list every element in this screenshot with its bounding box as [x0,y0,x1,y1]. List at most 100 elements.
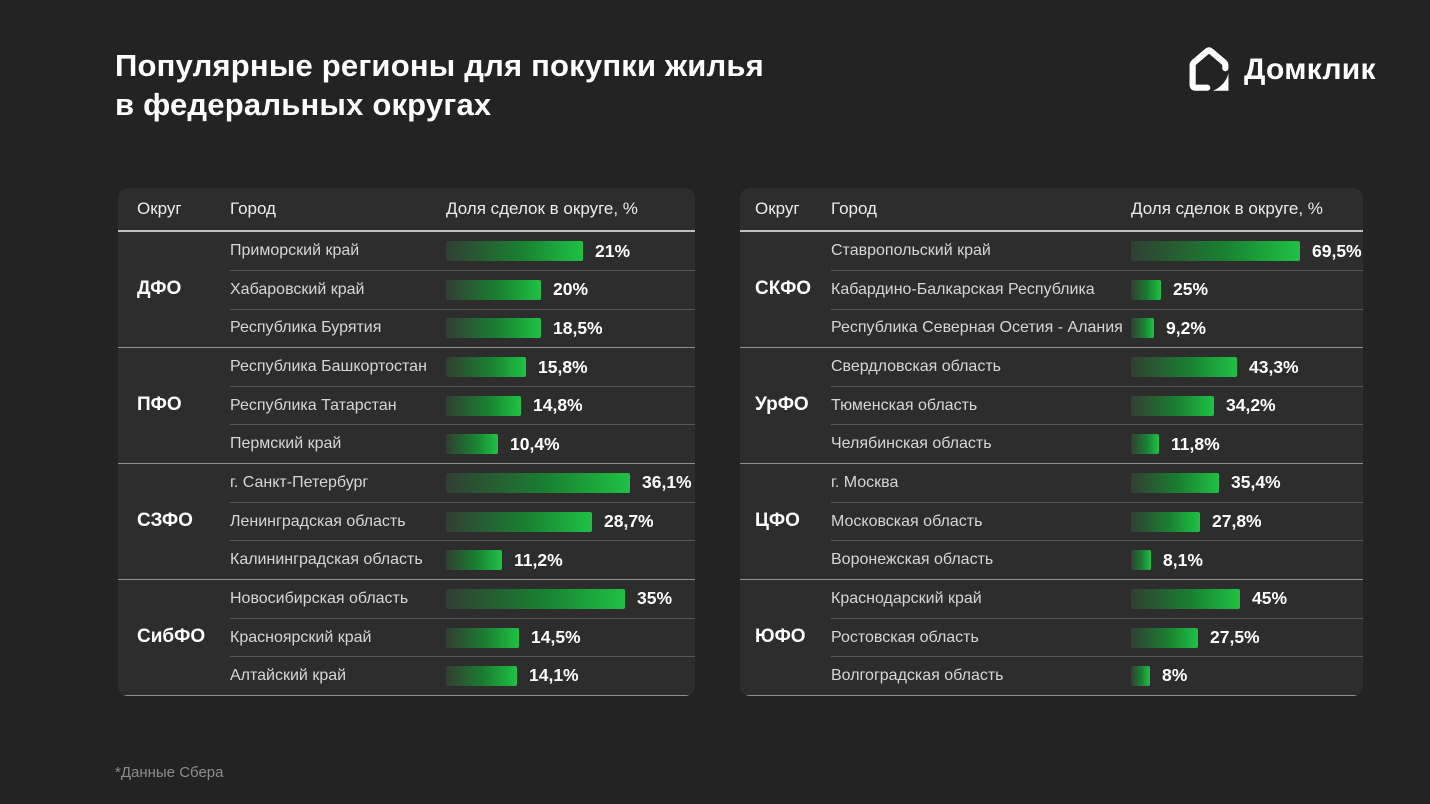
okrug-rows: г. Санкт-Петербург 36,1% Ленинградская обл… [230,464,695,579]
okrug-label: УрФО [755,394,809,416]
city-label: Пермский край [230,435,342,453]
share-bar [1131,550,1151,571]
okrug-group: УрФО Свердловская область 43,3% Тюменская о… [740,348,1363,464]
city-label: Московская область [831,512,983,530]
city-label: Воронежская область [831,551,994,569]
share-value: 11,8% [1171,433,1220,454]
table-row: г. Санкт-Петербург 36,1% [230,464,695,502]
share-bar [1131,318,1154,339]
okrug-rows: Республика Башкортостан 15,8% Республика Т… [230,348,695,463]
city-label: Ставропольский край [831,242,991,260]
table-row: Республика Башкортостан 15,8% [230,348,695,386]
share-bar [446,279,541,300]
share-bar [1131,434,1159,455]
page-title-line-1: Популярные регионы для покупки жилья [115,48,764,83]
share-value: 18,5% [553,317,603,338]
share-bar [446,550,502,571]
domclick-house-icon [1189,47,1229,91]
table-row: Республика Бурятия 18,5% [230,308,695,347]
table-row: Краснодарский край 45% [831,580,1363,618]
table-left-header: Округ Город Доля сделок в округе, % [118,188,695,232]
city-label: Республика Северная Осетия - Алания [831,319,1123,337]
table-row: Московская область 27,8% [831,502,1363,540]
table-row: Алтайский край 14,1% [230,656,695,694]
share-value: 25% [1173,279,1209,300]
city-label: Хабаровский край [230,280,365,298]
city-label: Краснодарский край [831,589,982,607]
table-row: Республика Северная Осетия - Алания 9,2% [831,308,1363,347]
table-left: Округ Город Доля сделок в округе, % ДФО П… [118,188,695,696]
table-row: Калининградская область 11,2% [230,540,695,578]
okrug-label: ЮФО [755,626,806,648]
table-row: Ставропольский край 69,5% [831,232,1363,270]
share-value: 27,8% [1212,511,1262,532]
table-row: Челябинская область 11,8% [831,424,1363,462]
city-label: Красноярский край [230,628,372,646]
city-label: Волгоградская область [831,666,1004,684]
okrug-rows: Новосибирская область 35% Красноярский кра… [230,580,695,695]
share-bar [1131,241,1300,262]
table-row: Красноярский край 14,5% [230,617,695,656]
share-value: 43,3% [1249,356,1299,377]
table-row: Приморский край 21% [230,232,695,270]
share-bar [1131,357,1237,378]
table-row: Воронежская область 8,1% [831,540,1363,578]
city-label: г. Москва [831,473,899,491]
okrug-rows: Краснодарский край 45% Ростовская область 2… [831,580,1363,695]
share-bar [1131,511,1200,532]
okrug-group: СибФО Новосибирская область 35% Красноярски… [118,580,695,696]
share-bar [446,588,625,609]
share-value: 34,2% [1226,395,1276,416]
share-bar [1131,279,1161,300]
okrug-group: СКФО Ставропольский край 69,5% Кабардино-Ба… [740,232,1363,348]
data-source-note: *Данные Сбера [115,764,224,781]
okrug-label: ЦФО [755,510,800,532]
table-row: Волгоградская область 8% [831,656,1363,694]
table-row: Кабардино-Балкарская Республика 25% [831,270,1363,308]
okrug-group: ЮФО Краснодарский край 45% Ростовская облас… [740,580,1363,696]
city-label: Свердловская область [831,358,1001,376]
city-label: Новосибирская область [230,589,409,607]
share-value: 36,1% [642,472,692,493]
okrug-label: ДФО [137,278,182,300]
share-bar [446,511,592,532]
okrug-group: ДФО Приморский край 21% Хабаровский край 20%… [118,232,695,348]
table-row: Ростовская область 27,5% [831,617,1363,656]
city-label: Республика Татарстан [230,396,397,414]
okrug-label: ПФО [137,394,182,416]
share-bar [446,357,526,378]
domclick-logo: Домклик [1186,44,1376,96]
table-right-header: Округ Город Доля сделок в округе, % [740,188,1363,232]
table-right-body: СКФО Ставропольский край 69,5% Кабардино-Ба… [740,232,1363,696]
city-label: Кабардино-Балкарская Республика [831,280,1095,298]
share-bar [446,665,517,686]
okrug-label: СКФО [755,278,812,300]
page-title-line-2: в федеральных округах [115,87,492,122]
table-row: Пермский край 10,4% [230,424,695,462]
city-label: Челябинская область [831,435,992,453]
city-label: Калининградская область [230,551,423,569]
share-bar [446,395,521,416]
city-label: Приморский край [230,242,360,260]
share-value: 27,5% [1210,627,1260,648]
share-value: 14,8% [533,395,583,416]
table-row: Республика Татарстан 14,8% [230,386,695,424]
table-row: Хабаровский край 20% [230,270,695,308]
table-row: Ленинградская область 28,7% [230,502,695,540]
share-value: 11,2% [514,549,563,570]
share-value: 8,1% [1163,549,1203,570]
okrug-group: ПФО Республика Башкортостан 15,8% Республик… [118,348,695,464]
share-value: 69,5% [1312,240,1362,261]
column-header-okrug: Округ [755,199,800,218]
table-row: Свердловская область 43,3% [831,348,1363,386]
share-value: 14,1% [529,665,579,686]
table-left-body: ДФО Приморский край 21% Хабаровский край 20%… [118,232,695,696]
okrug-group: ЦФО г. Москва 35,4% Московская область 27,8%… [740,464,1363,580]
city-label: Тюменская область [831,396,978,414]
share-bar [446,318,541,339]
table-row: г. Москва 35,4% [831,464,1363,502]
column-header-city: Город [831,199,877,218]
share-bar [1131,627,1198,648]
column-header-share: Доля сделок в округе, % [1131,199,1323,218]
city-label: Республика Бурятия [230,319,382,337]
